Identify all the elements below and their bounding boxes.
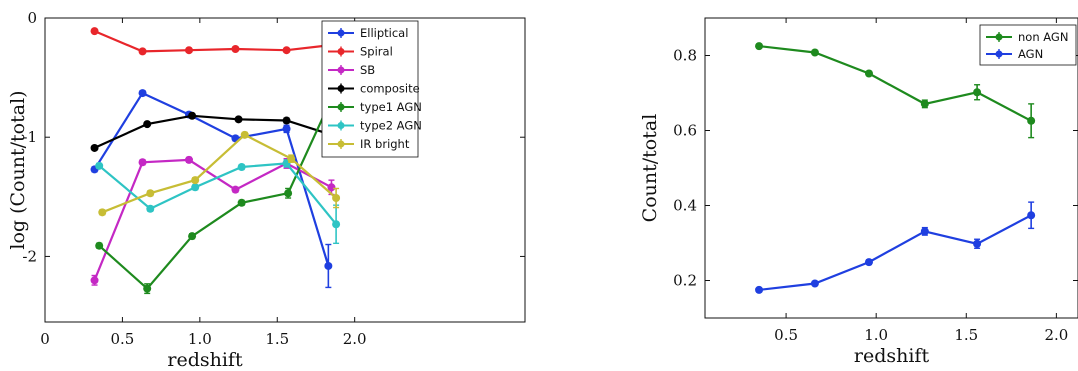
legend-label: Elliptical	[360, 26, 408, 40]
x-tick-label: 1.5	[265, 330, 289, 348]
data-point	[920, 99, 929, 108]
legend-marker	[995, 50, 1003, 58]
data-point	[143, 284, 152, 293]
data-point	[90, 27, 99, 36]
data-point	[240, 130, 249, 139]
data-point	[973, 88, 982, 97]
data-point	[146, 204, 155, 213]
data-point	[282, 46, 291, 55]
y-tick-label: -1	[22, 128, 37, 146]
data-point	[231, 185, 240, 194]
data-point	[755, 42, 764, 51]
y-axis-label: log (Count/total)	[7, 90, 29, 249]
data-point	[810, 48, 819, 57]
left-chart: 0 0.5 1.0 1.5 2.0 0 -1 -2 redshift log (Count/tot…	[7, 9, 526, 371]
legend-marker	[337, 140, 345, 148]
data-point	[327, 183, 336, 192]
data-point	[282, 124, 291, 133]
legend-marker	[337, 48, 345, 55]
data-point	[864, 69, 873, 78]
series-line	[758, 214, 1032, 291]
x-tick-label: 1.0	[864, 326, 888, 344]
series-line	[98, 162, 337, 225]
data-point	[332, 220, 341, 229]
data-point	[138, 158, 147, 167]
legend-label: Spiral	[360, 45, 393, 59]
legend-box	[979, 24, 1077, 66]
data-point	[864, 258, 873, 267]
data-point	[185, 46, 193, 55]
series-line	[101, 133, 337, 214]
y-tick-label: 0.8	[673, 47, 697, 65]
series-line	[758, 45, 1032, 122]
legend-marker	[337, 66, 345, 74]
data-point	[324, 261, 333, 270]
legend-label: SB	[360, 63, 375, 77]
legend-marker	[995, 33, 1003, 41]
x-tick-label: 0.5	[774, 326, 798, 344]
x-axis-label: redshift	[167, 349, 243, 371]
data-point	[90, 143, 99, 152]
data-point	[237, 163, 246, 172]
data-point	[191, 176, 200, 185]
y-axis-label: Count/total	[639, 114, 661, 223]
x-tick-label: 0.5	[110, 330, 134, 348]
legend-label: composite	[360, 82, 420, 96]
data-point	[755, 285, 764, 294]
legend-marker	[337, 103, 345, 111]
right-chart: 0.5 1.0 1.5 2.0 0.2 0.4 0.6 0.8 redshift Count/to…	[639, 17, 1078, 367]
y-tick-label: 0.4	[673, 197, 697, 215]
legend-label: AGN	[1018, 47, 1043, 61]
data-point	[95, 241, 104, 250]
y-tick-label: 0	[27, 9, 37, 27]
data-point	[1027, 116, 1036, 125]
data-point	[234, 115, 243, 124]
data-point	[231, 44, 240, 53]
x-tick-label: 1.0	[188, 330, 212, 348]
y-tick-label: -2	[22, 247, 37, 265]
data-point	[98, 208, 107, 217]
data-point	[143, 120, 152, 129]
data-point	[146, 189, 155, 198]
data-point	[95, 161, 104, 170]
x-tick-label: 0	[40, 330, 50, 348]
data-point	[237, 198, 246, 207]
series-line	[93, 158, 333, 281]
x-axis-label: redshift	[854, 345, 930, 367]
legend-marker	[337, 29, 345, 37]
data-point	[332, 194, 341, 203]
plot-frame	[44, 17, 526, 323]
data-point	[188, 111, 197, 120]
series-line	[93, 91, 330, 267]
data-point	[1027, 211, 1036, 220]
data-point	[90, 276, 99, 285]
legend-label: type1 AGN	[360, 100, 422, 114]
y-tick-label: 0.2	[673, 272, 697, 290]
data-point	[920, 227, 929, 236]
legend-label: type2 AGN	[360, 119, 422, 133]
y-tick-label: 0.6	[673, 122, 697, 140]
series-line	[98, 95, 334, 291]
x-tick-label: 2.0	[343, 330, 367, 348]
data-point	[287, 154, 296, 163]
data-point	[185, 155, 193, 164]
data-point	[282, 116, 291, 125]
series-line	[94, 114, 332, 149]
legend-marker	[337, 85, 345, 92]
legend-marker	[337, 122, 345, 129]
data-point	[810, 279, 819, 288]
data-point	[191, 183, 200, 192]
plot-frame	[704, 17, 1078, 319]
x-tick-label: 1.5	[954, 326, 978, 344]
data-point	[284, 189, 293, 198]
x-tick-label: 2.0	[1044, 326, 1068, 344]
data-point	[138, 89, 147, 98]
series-line	[94, 30, 329, 53]
legend-label: non AGN	[1018, 30, 1068, 44]
data-point	[138, 47, 147, 56]
data-point	[188, 232, 197, 241]
legend-label: IR bright	[360, 137, 410, 151]
data-point	[973, 239, 982, 248]
